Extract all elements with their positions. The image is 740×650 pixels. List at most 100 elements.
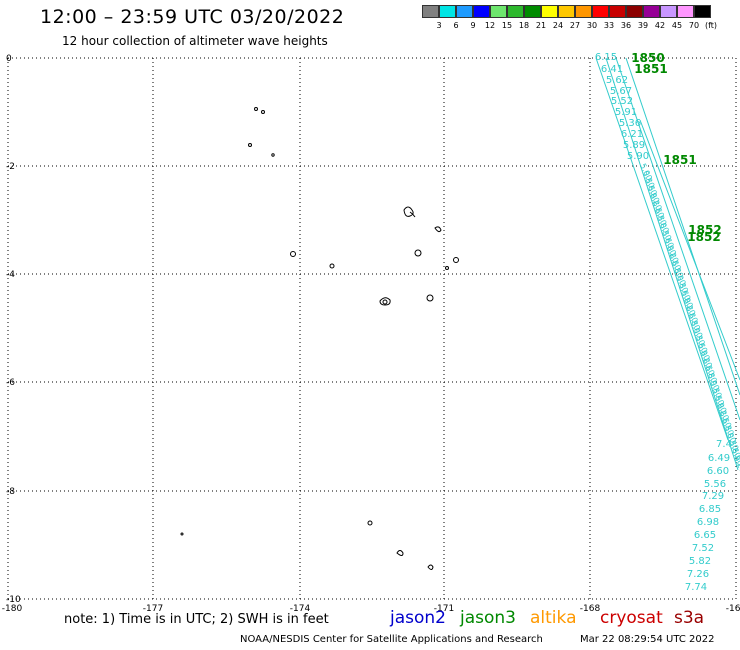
island (254, 107, 258, 111)
colorbar-label: 45 (671, 21, 683, 30)
colorbar-label: 24 (552, 21, 564, 30)
colorbar-label: 42 (654, 21, 666, 30)
footer-timestamp: Mar 22 08:29:54 UTC 2022 (580, 634, 715, 645)
island (379, 297, 391, 306)
colorbar-label: 6 (453, 21, 459, 30)
colorbar-swatch (677, 5, 694, 18)
colorbar-label: 27 (569, 21, 581, 30)
swh-value: 5.90 (627, 151, 649, 162)
x-tick-label: -171 (434, 604, 454, 614)
x-tick-label: -180 (2, 604, 23, 614)
swh-value: 7.74 (685, 582, 707, 593)
island (434, 226, 442, 233)
swh-value: 5.56 (704, 479, 726, 490)
satellite-tracks (595, 57, 740, 471)
colorbar-label: 15 (501, 21, 513, 30)
colorbar-label: 12 (484, 21, 496, 30)
axis-ticks: -180 -177 -174 -171 -168 -165 0 -2 -4 -6 -8 -10 (2, 54, 740, 614)
swh-value: 7.52 (692, 543, 714, 554)
colorbar-label: 3 (436, 21, 442, 30)
swh-cluster: 5.90 (729, 447, 740, 467)
x-tick-label: -177 (143, 604, 163, 614)
colorbar-label: (ft) (704, 21, 718, 30)
colorbar-swatch (643, 5, 660, 18)
swh-value: 6.60 (707, 466, 729, 477)
map-grid (7, 57, 737, 600)
island (396, 550, 404, 556)
swh-value: 5.52 (611, 96, 633, 107)
legend-cryosat: cryosat (600, 608, 663, 628)
track-line (639, 119, 740, 381)
colorbar-swatch (507, 5, 524, 18)
swh-value: 6.15 (595, 52, 617, 63)
island (261, 110, 265, 114)
swh-labels: 6.156.415.625.675.525.915.366.215.895.90… (595, 51, 740, 593)
swh-value: 5.89 (623, 140, 645, 151)
track-line (615, 57, 740, 421)
island (290, 251, 296, 257)
island (427, 564, 434, 570)
colorbar-label: 9 (470, 21, 476, 30)
map-title: 12:00 – 23:59 UTC 03/20/2022 (40, 6, 345, 28)
y-tick-label: -10 (6, 595, 21, 605)
island (426, 294, 434, 302)
legend-s3a: s3a (674, 608, 705, 628)
colorbar-label: 39 (637, 21, 649, 30)
colorbar-label: 21 (535, 21, 547, 30)
swh-value: 6.65 (694, 530, 716, 541)
track-line (595, 57, 729, 441)
swh-value: 6.21 (621, 129, 643, 140)
colorbar-swatch (592, 5, 609, 18)
swh-value: 5.36 (619, 118, 641, 129)
track-line (605, 57, 739, 471)
swh-value: 6.98 (697, 517, 719, 528)
island (453, 257, 459, 263)
swh-value: 5.82 (689, 556, 711, 567)
colorbar-swatch (558, 5, 575, 18)
time-label: 1852 (688, 223, 721, 237)
island (367, 520, 373, 526)
colorbar-swatch (575, 5, 592, 18)
time-label: 1852 (687, 230, 720, 244)
colorbar-swatch (626, 5, 643, 18)
y-tick-label: 0 (6, 54, 12, 64)
swh-value: 6.49 (708, 453, 730, 464)
colorbar-label: 33 (603, 21, 615, 30)
colorbar-swatch (694, 5, 711, 18)
footer-credit: NOAA/NESDIS Center for Satellite Applica… (240, 634, 543, 645)
swh-value: 5.62 (606, 75, 628, 86)
colorbar-labels: 3 6 9 12 15 18 21 24 27 30 33 36 39 42 45 70 (ft) (422, 21, 728, 33)
swh-value: 7.29 (702, 491, 724, 502)
island (248, 143, 252, 147)
swh-value: 5.67 (610, 86, 632, 97)
time-label: 1850 (631, 51, 664, 65)
island (180, 532, 184, 536)
colorbar-label: 36 (620, 21, 632, 30)
note-text: note: 1) Time is in UTC; 2) SWH is in fe… (64, 612, 329, 627)
legend-jason3: jason3 (460, 608, 516, 628)
island (445, 266, 449, 270)
x-tick-label: -168 (580, 604, 601, 614)
legend-altika: altika (530, 608, 577, 628)
colorbar-swatch (456, 5, 473, 18)
island (271, 153, 275, 157)
colorbar-swatch (541, 5, 558, 18)
colorbar-swatch (439, 5, 456, 18)
island (382, 299, 388, 305)
swh-value: 6.85 (699, 504, 721, 515)
swh-value: 5.91 (615, 107, 637, 118)
y-tick-label: -8 (6, 487, 15, 497)
x-tick-label: -174 (290, 604, 311, 614)
colorbar-swatch (609, 5, 626, 18)
map-subtitle: 12 hour collection of altimeter wave hei… (62, 34, 328, 48)
colorbar-swatch (422, 5, 439, 18)
colorbar-swatch (473, 5, 490, 18)
legend-jason2: jason2 (390, 608, 446, 628)
swh-cluster: 6.20 (732, 455, 740, 475)
time-label: 1851 (634, 62, 667, 76)
x-tick-label: -165 (726, 604, 740, 614)
swh-value: 7.26 (687, 569, 709, 580)
track-line (625, 57, 740, 396)
island (329, 263, 335, 269)
